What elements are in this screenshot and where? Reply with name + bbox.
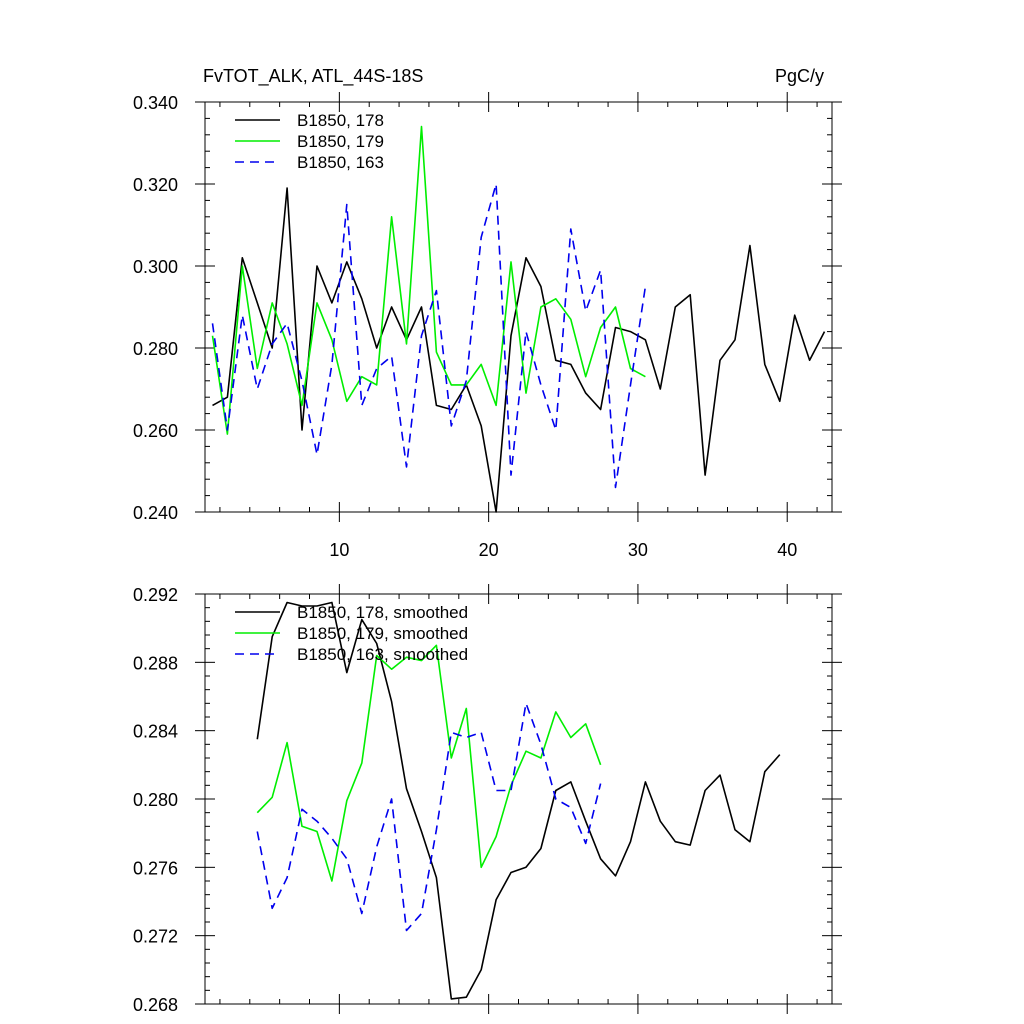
chart-title: FvTOT_ALK, ATL_44S-18S	[203, 66, 423, 87]
x-tick-label: 30	[628, 540, 648, 560]
x-tick-label: 10	[329, 540, 349, 560]
series-line-1	[211, 125, 646, 435]
y-tick-label: 0.320	[133, 175, 178, 195]
chart-units: PgC/y	[775, 66, 824, 86]
legend-label: B1850, 178	[297, 111, 384, 130]
y-tick-label: 0.292	[133, 585, 178, 605]
y-tick-label: 0.272	[133, 927, 178, 947]
y-tick-label: 0.288	[133, 653, 178, 673]
y-tick-label: 0.280	[133, 339, 178, 359]
legend-label: B1850, 178, smoothed	[297, 603, 468, 622]
legend-label: B1850, 163	[297, 153, 384, 172]
series-line-2	[211, 183, 647, 489]
series-line-1	[256, 644, 602, 882]
series-line-0	[212, 187, 826, 513]
legend-label: B1850, 179	[297, 132, 384, 151]
y-tick-label: 0.284	[133, 722, 178, 742]
series-line-2	[256, 702, 602, 932]
y-tick-label: 0.268	[133, 995, 178, 1015]
top-panel: 10 20 30 40 0.240 0.260 0.280 0.300 0.320 0.340 Fv…	[133, 66, 842, 560]
y-tick-label: 0.300	[133, 257, 178, 277]
legend-label: B1850, 163, smoothed	[297, 645, 468, 664]
x-tick-label: 40	[777, 540, 797, 560]
bottom-panel: 0.268 0.272 0.276 0.280 0.284 0.288 0.292 B1850…	[133, 584, 842, 1015]
legend-label: B1850, 179, smoothed	[297, 624, 468, 643]
y-tick-label: 0.240	[133, 503, 178, 523]
y-tick-label: 0.276	[133, 858, 178, 878]
y-tick-label: 0.280	[133, 790, 178, 810]
y-tick-label: 0.340	[133, 93, 178, 113]
x-tick-label: 20	[479, 540, 499, 560]
series-line-0	[256, 601, 781, 1000]
y-tick-label: 0.260	[133, 421, 178, 441]
